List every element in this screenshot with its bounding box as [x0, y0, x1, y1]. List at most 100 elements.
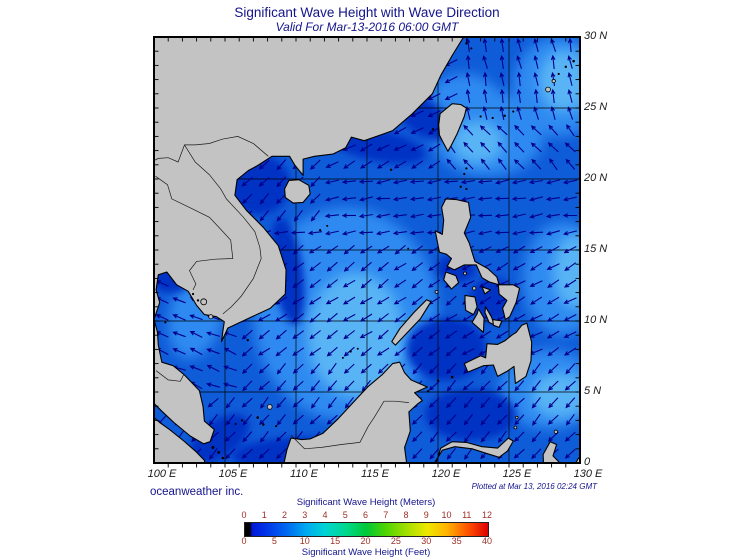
- wave-direction-arrow: [516, 88, 522, 103]
- wave-direction-arrow: [465, 54, 471, 70]
- wave-direction-arrow: [444, 313, 458, 322]
- wave-direction-arrow: [513, 397, 525, 408]
- plotted-timestamp: Plotted at Mar 13, 2016 02:24 GMT: [471, 482, 597, 491]
- wave-direction-arrow: [545, 230, 560, 236]
- wave-direction-arrow: [358, 196, 373, 202]
- wave-direction-arrow: [563, 297, 577, 304]
- wave-direction-arrow: [494, 230, 510, 235]
- wave-direction-arrow: [564, 431, 576, 442]
- wave-direction-arrow: [428, 262, 441, 271]
- islet-dot: [436, 379, 440, 382]
- wave-direction-arrow: [445, 330, 458, 339]
- x-axis-label: 115 E: [361, 468, 389, 480]
- wave-direction-arrow: [290, 230, 306, 236]
- wave-direction-arrow: [172, 314, 186, 321]
- wave-direction-arrow: [341, 230, 356, 236]
- wave-direction-arrow: [206, 364, 220, 372]
- wave-direction-arrow: [567, 37, 573, 53]
- wave-direction-arrow: [445, 295, 457, 306]
- wave-direction-arrow: [547, 363, 559, 374]
- wave-direction-arrow: [463, 141, 474, 153]
- wave-direction-arrow: [530, 262, 543, 271]
- wave-direction-arrow: [409, 213, 424, 219]
- wave-direction-arrow: [546, 330, 560, 339]
- wave-direction-arrow: [497, 397, 508, 409]
- wave-direction-arrow: [496, 414, 508, 425]
- wave-direction-arrow: [445, 431, 457, 442]
- wave-direction-arrow: [310, 363, 321, 375]
- wave-direction-arrow: [546, 263, 560, 270]
- landmass: [438, 103, 467, 152]
- wave-direction-arrow: [428, 414, 440, 425]
- wave-direction-arrow: [460, 196, 475, 202]
- islet-dot: [275, 424, 278, 428]
- wave-direction-arrow: [548, 397, 559, 409]
- wave-direction-arrow: [514, 380, 525, 392]
- wave-direction-arrow: [477, 196, 493, 202]
- wave-direction-arrow: [428, 160, 441, 169]
- wave-direction-arrow: [530, 125, 542, 136]
- wave-direction-arrow: [326, 329, 338, 340]
- wave-direction-arrow: [327, 362, 337, 375]
- wave-direction-arrow: [393, 262, 407, 271]
- wave-direction-arrow: [465, 71, 471, 87]
- wave-direction-arrow: [309, 159, 321, 170]
- wave-direction-arrow: [426, 179, 441, 185]
- wave-direction-arrow: [293, 209, 303, 222]
- wave-direction-arrow: [566, 124, 575, 137]
- wave-direction-arrow: [460, 179, 475, 185]
- wave-direction-arrow: [241, 397, 253, 408]
- wave-direction-arrow: [563, 279, 577, 288]
- wave-direction-arrow: [562, 196, 577, 202]
- wave-direction-arrow: [562, 179, 578, 185]
- wave-direction-arrow: [428, 329, 440, 340]
- wave-direction-arrow: [275, 431, 287, 442]
- wave-direction-arrow: [309, 312, 321, 323]
- wave-direction-arrow: [531, 448, 542, 460]
- wave-direction-arrow: [360, 261, 372, 272]
- islet-dot: [470, 47, 473, 50]
- wave-direction-arrow: [259, 210, 270, 222]
- wave-direction-arrow: [310, 396, 320, 409]
- wave-direction-arrow: [359, 331, 373, 339]
- wave-direction-arrow: [545, 213, 560, 219]
- wave-direction-arrow: [327, 396, 337, 409]
- colorbar-tick: 15: [330, 536, 341, 546]
- islet-dot: [240, 419, 244, 422]
- wave-direction-arrow: [547, 347, 560, 357]
- wave-height-patch: [538, 49, 580, 113]
- wave-direction-arrow: [360, 363, 372, 374]
- wave-direction-arrow: [516, 71, 522, 87]
- wave-direction-arrow: [550, 105, 556, 120]
- wave-direction-arrow: [241, 329, 253, 340]
- wave-direction-arrow: [342, 296, 356, 305]
- wave-direction-arrow: [514, 414, 525, 426]
- wave-direction-arrow: [531, 158, 542, 170]
- wave-direction-arrow: [309, 414, 321, 425]
- wave-direction-arrow: [410, 110, 424, 117]
- wave-direction-arrow: [326, 312, 338, 323]
- island: [551, 78, 556, 84]
- islet-dot: [450, 375, 454, 379]
- wave-direction-arrow: [392, 230, 407, 236]
- wave-direction-arrow: [394, 279, 407, 288]
- wave-direction-arrow: [547, 380, 559, 391]
- wave-direction-arrow: [428, 347, 441, 356]
- wave-direction-arrow: [547, 313, 560, 322]
- wave-direction-arrow: [325, 296, 339, 305]
- wave-direction-arrow: [273, 230, 288, 236]
- wave-direction-arrow: [292, 347, 305, 356]
- wave-direction-arrow: [428, 380, 440, 391]
- wave-direction-arrow: [494, 213, 510, 219]
- islet-dot: [463, 172, 466, 176]
- wave-direction-arrow: [428, 397, 440, 408]
- wave-direction-arrow: [494, 196, 510, 201]
- landmass: [471, 308, 485, 333]
- wave-direction-arrow: [428, 279, 441, 288]
- wave-direction-arrow: [531, 362, 541, 375]
- wave-direction-arrow: [499, 37, 505, 52]
- wave-direction-arrow: [241, 176, 253, 187]
- wave-direction-arrow: [344, 380, 355, 391]
- colorbar-tick: 40: [481, 536, 492, 546]
